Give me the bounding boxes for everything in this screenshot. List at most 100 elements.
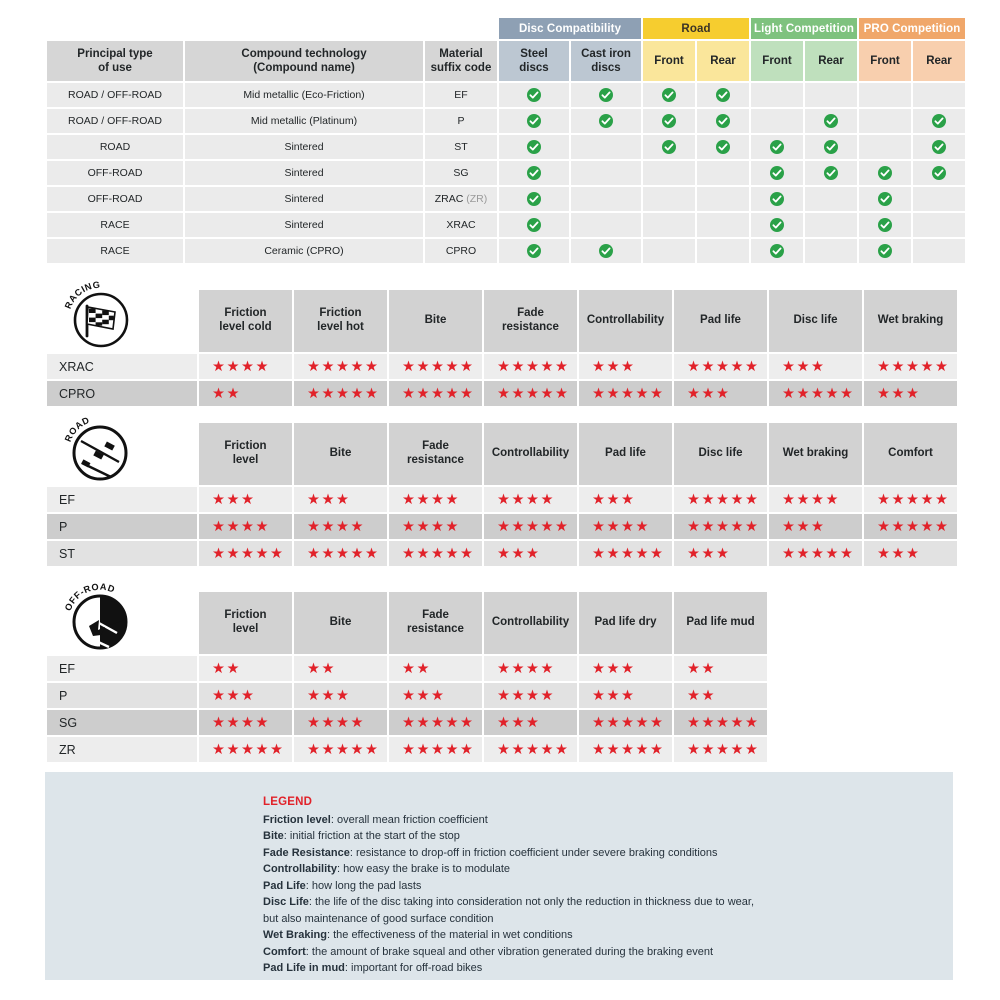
table-row: ROAD / OFF-ROAD Mid metallic (Eco-Frictio… [47, 83, 965, 107]
check-icon [932, 114, 946, 128]
check-icon [527, 218, 541, 232]
compat-group-header-disc: Disc Compatibility [499, 18, 641, 39]
compat-mark-cell [859, 187, 911, 211]
check-icon [824, 114, 838, 128]
compat-mark-cell [499, 213, 569, 237]
star-rating: ★★★★★ [592, 714, 665, 731]
legend-entry: but also maintenance of good surface con… [263, 912, 923, 928]
star-rating: ★★ [212, 660, 241, 677]
check-icon [932, 166, 946, 180]
compat-mark-cell [805, 239, 857, 263]
legend-entry: Fade Resistance: resistance to drop-off … [263, 846, 923, 862]
star-rating: ★★★★ [402, 491, 460, 508]
legend-desc: : the amount of brake squeal and other v… [305, 945, 714, 958]
rating-cell: ★★★★★ [389, 710, 482, 735]
road-table-body: EF ★★★ ★★★ ★★★★ ★★★★ ★★★ ★★★★★ ★★★★ ★★★★★ P ★★★★ ★★… [47, 487, 957, 566]
star-rating: ★★★★★ [212, 741, 285, 758]
compat-mark-cell [751, 161, 803, 185]
star-rating: ★★★★ [307, 518, 365, 535]
compat-mark-cell [571, 239, 641, 263]
check-icon [662, 88, 676, 102]
compat-mark-cell [643, 239, 695, 263]
star-rating: ★★★★★ [212, 545, 285, 562]
offroad-col-header-2: Fade resistance [389, 592, 482, 654]
road-header-row: ROAD Friction level Bite Fade resistance Contr… [47, 415, 957, 485]
road-disc-badge-cell: ROAD [47, 415, 197, 485]
rating-cell: ★★★★ [199, 514, 292, 539]
star-rating: ★★★★ [497, 660, 555, 677]
compat-mark-cell [859, 213, 911, 237]
star-rating: ★★★ [402, 687, 446, 704]
rating-cell: ★★★★★ [579, 381, 672, 406]
rating-cell: ★★★★★ [199, 737, 292, 762]
legend-entry: Wet Braking: the effectiveness of the ma… [263, 928, 923, 944]
rating-cell: ★★★★ [484, 656, 577, 681]
compat-group-header-road: Road [643, 18, 749, 39]
compat-use-cell: RACE [47, 213, 183, 237]
legend-term: Friction level [263, 814, 331, 826]
legend-entry: Disc Life: the life of the disc taking i… [263, 895, 923, 911]
compat-mark-cell [499, 109, 569, 133]
rating-cell: ★★★ [199, 683, 292, 708]
star-rating: ★★★★★ [877, 491, 950, 508]
compat-col-header-0: Principal type of use [47, 41, 183, 81]
offroad-col-header-4: Pad life dry [579, 592, 672, 654]
check-icon [527, 114, 541, 128]
rating-cell: ★★★★★ [389, 354, 482, 379]
star-rating: ★★★★★ [877, 518, 950, 535]
rating-cell: ★★ [199, 656, 292, 681]
legend-term: Fade Resistance [263, 846, 350, 859]
compat-col-header-2: Material suffix code [425, 41, 497, 81]
compat-mark-cell [859, 83, 911, 107]
compat-mark-cell [697, 83, 749, 107]
offroad-header-row: OFF-ROAD Friction level Bite Fade resistance C… [47, 582, 767, 654]
legend-desc: : how easy the brake is to modulate [336, 863, 510, 876]
rating-cell: ★★★ [579, 683, 672, 708]
check-icon [824, 166, 838, 180]
legend-desc: : overall mean friction coefficient [330, 814, 488, 826]
compat-mark-cell [499, 187, 569, 211]
legend-desc: : how long the pad lasts [305, 879, 422, 892]
compat-mark-cell [643, 187, 695, 211]
legend-desc: : the life of the disc taking into consi… [308, 896, 755, 909]
rating-cell: ★★★★ [199, 710, 292, 735]
rating-cell: ★★★★★ [294, 354, 387, 379]
rating-cell: ★★★★★ [484, 514, 577, 539]
rating-cell: ★★★★★ [674, 514, 767, 539]
rating-cell: ★★★★★ [864, 487, 957, 512]
compatibility-table-head: Disc Compatibility Road Light Competition P… [47, 18, 965, 81]
compat-suffix-cell: SG [425, 161, 497, 185]
legend-content: LEGEND Friction level: overall mean fric… [263, 796, 923, 977]
rating-cell: ★★★★★ [579, 710, 672, 735]
rating-cell: ★★★★★ [294, 381, 387, 406]
check-icon [599, 244, 613, 258]
compat-mark-cell [751, 135, 803, 159]
compat-col-header-10: Rear [913, 41, 965, 81]
rating-cell: ★★★★★ [674, 737, 767, 762]
check-icon [662, 114, 676, 128]
table-row: ROAD / OFF-ROAD Mid metallic (Platinum) P [47, 109, 965, 133]
compat-mark-cell [751, 109, 803, 133]
star-rating: ★★★★★ [687, 714, 760, 731]
table-row: RACE Sintered XRAC [47, 213, 965, 237]
legend-term: Wet Braking [263, 929, 327, 942]
star-rating: ★★★★★ [687, 358, 760, 375]
compat-col-header-1: Compound technology (Compound name) [185, 41, 423, 81]
road-col-header-2: Fade resistance [389, 423, 482, 485]
compat-col-header-5: Front [643, 41, 695, 81]
racing-col-header-7: Wet braking [864, 290, 957, 352]
rating-cell: ★★★★ [484, 487, 577, 512]
rating-cell: ★★★★★ [199, 541, 292, 566]
star-rating: ★★★ [782, 518, 826, 535]
racing-col-header-2: Bite [389, 290, 482, 352]
compat-mark-cell [805, 213, 857, 237]
rating-cell: ★★★★ [484, 683, 577, 708]
racing-table-body: XRAC ★★★★ ★★★★★ ★★★★★ ★★★★★ ★★★ ★★★★★ ★★★ ★★★★★ C… [47, 354, 957, 406]
rating-cell: ★★★★★ [864, 354, 957, 379]
compat-mark-cell [571, 135, 641, 159]
rating-cell: ★★★ [864, 381, 957, 406]
check-icon [878, 244, 892, 258]
star-rating: ★★★★★ [307, 545, 380, 562]
legend-title: LEGEND [263, 796, 313, 808]
